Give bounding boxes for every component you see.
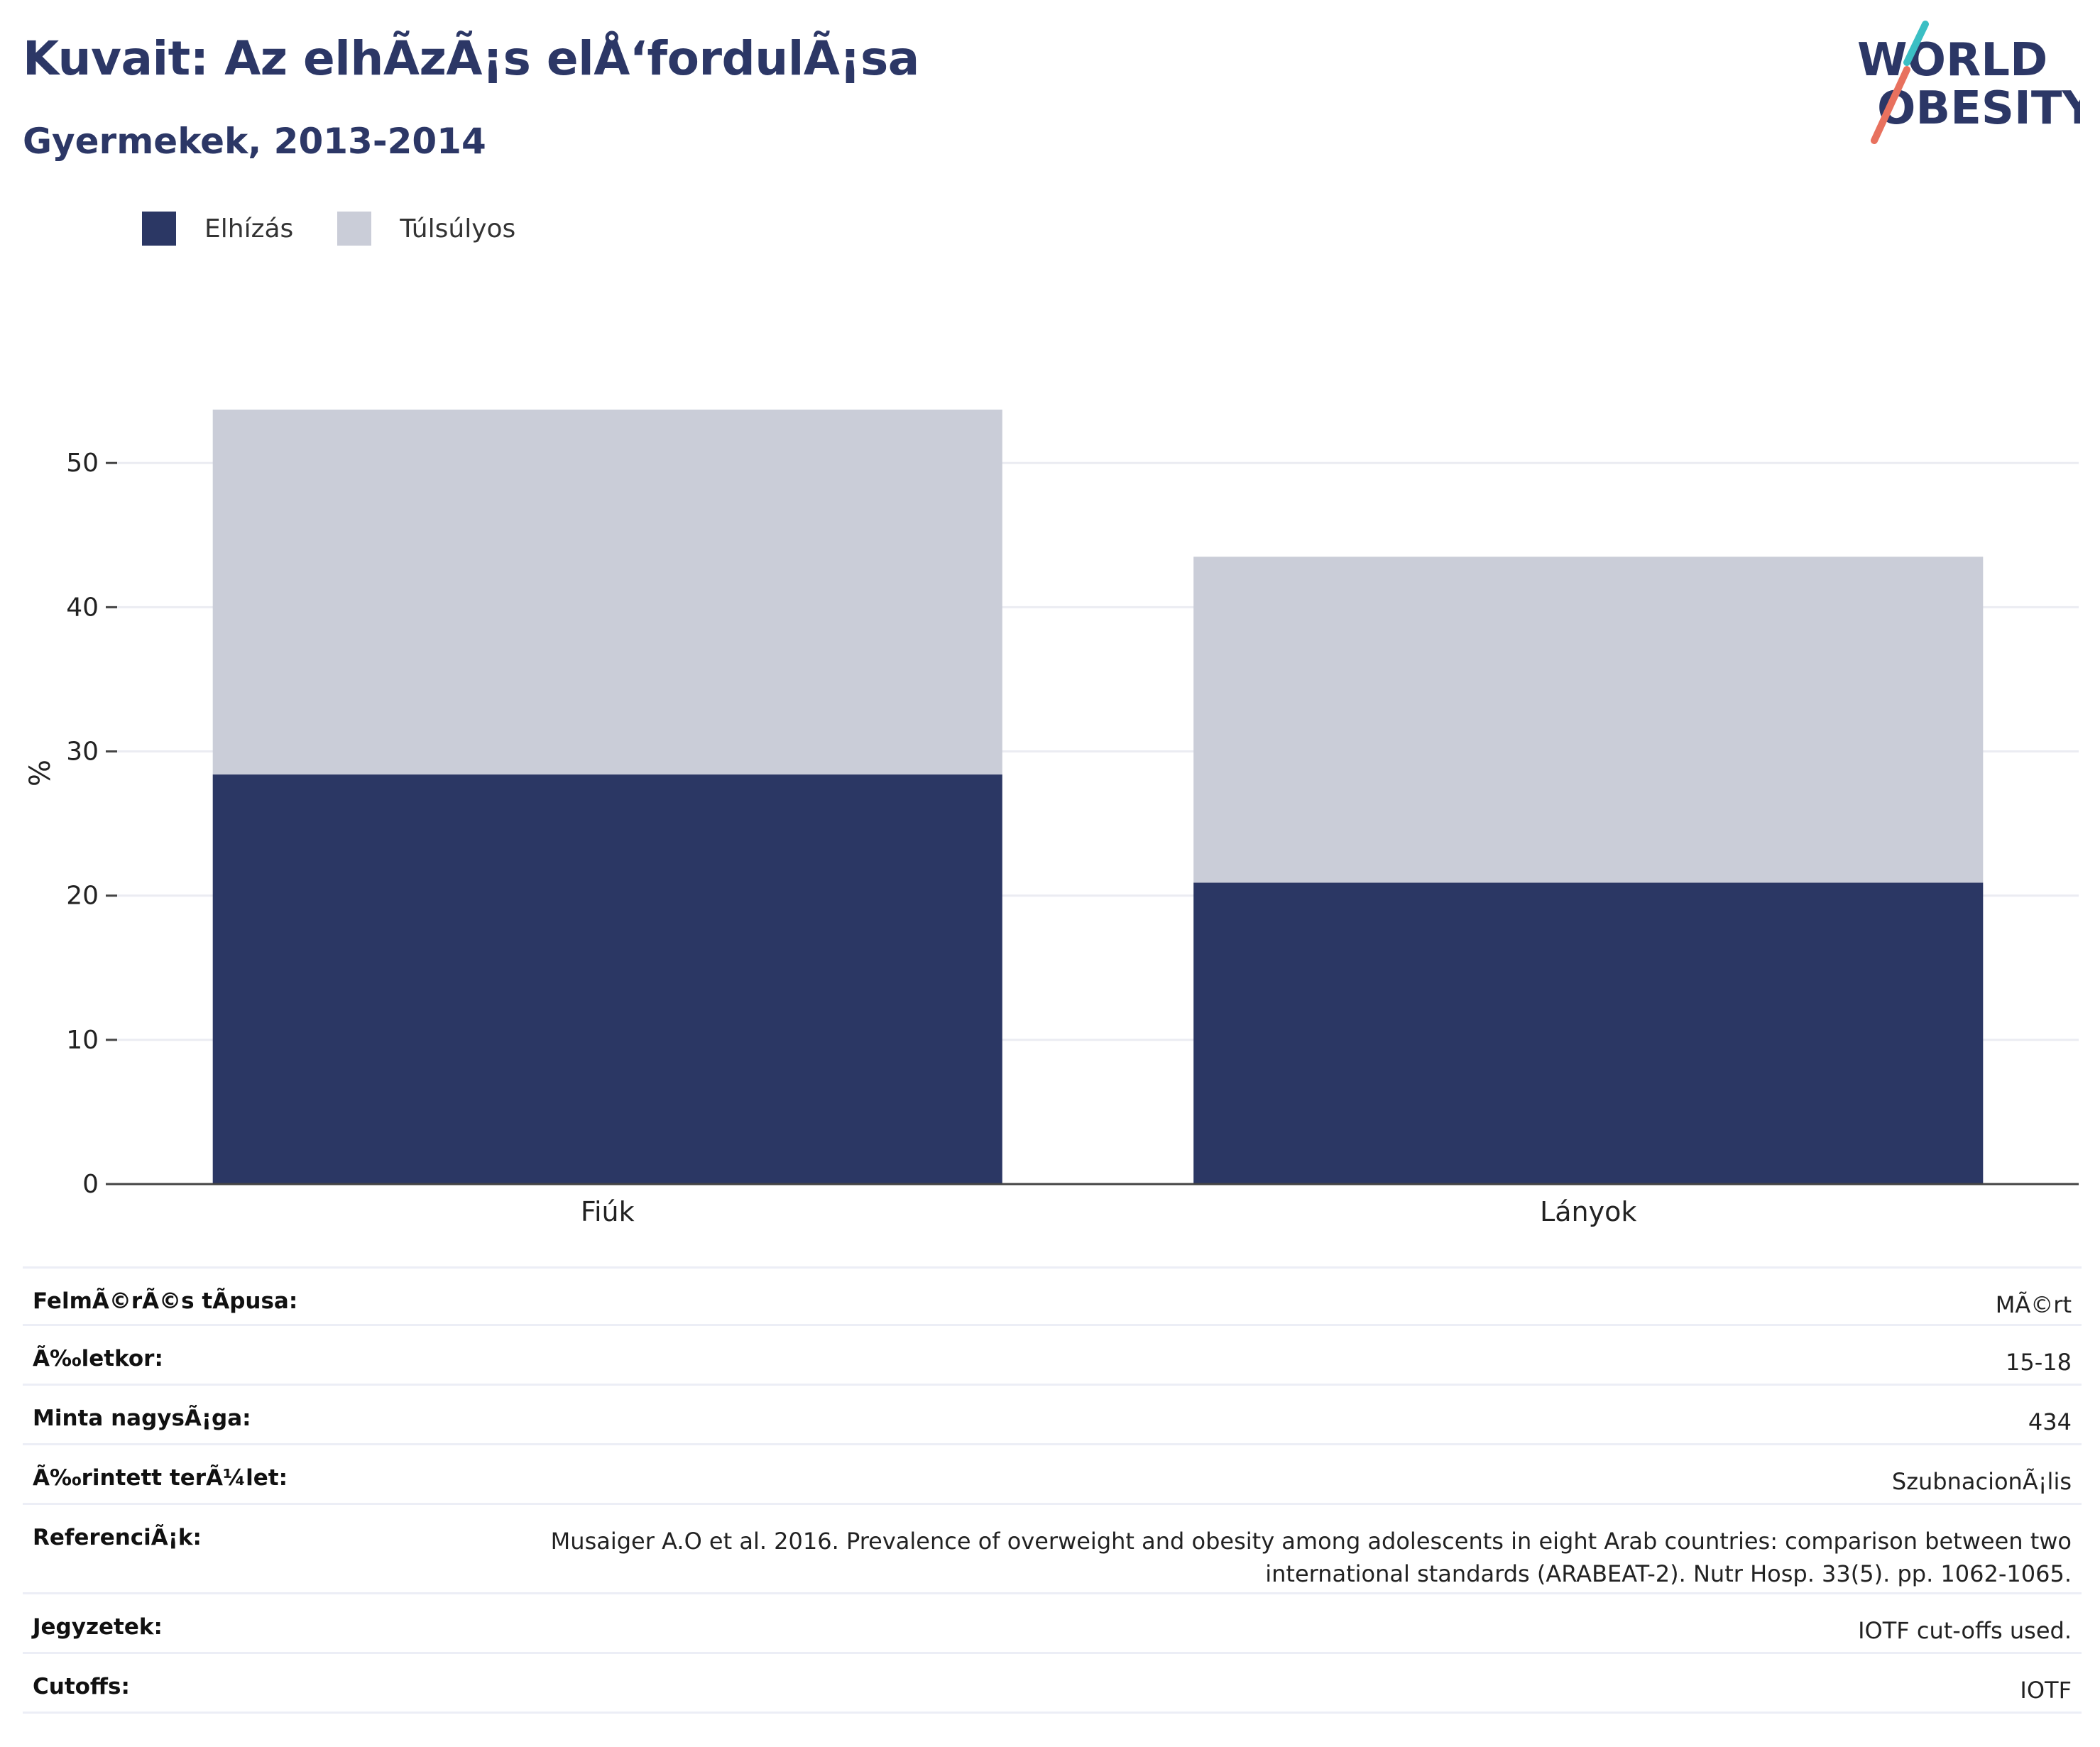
info-value: SzubnacionÃ¡lis (1891, 1468, 2072, 1495)
info-label: FelmÃ©rÃ©s tÃpusa: (33, 1288, 298, 1314)
y-tick-label: 0 (82, 1170, 99, 1199)
info-table: FelmÃ©rÃ©s tÃpusa: MÃ©rt Ã‰letkor: 15-18… (23, 1266, 2082, 1714)
info-row-survey-type: FelmÃ©rÃ©s tÃpusa: MÃ©rt (23, 1266, 2082, 1326)
info-label: Jegyzetek: (33, 1614, 163, 1640)
y-tick-label: 20 (66, 882, 99, 911)
legend-item-overweight[interactable]: Túlsúlyos (337, 212, 515, 246)
logo-slash-coral (1871, 66, 1910, 144)
info-value: MÃ©rt (1995, 1291, 2072, 1318)
info-label: Ã‰rintett terÃ¼let: (33, 1465, 288, 1491)
legend-label-overweight: Túlsúlyos (400, 214, 516, 243)
info-value: IOTF (2020, 1677, 2072, 1704)
legend-item-obesity[interactable]: Elhízás (142, 212, 293, 246)
bar-chart: 0 10 20 30 40 50% Fiúk Lányok (24, 410, 2079, 1227)
info-label: Cutoffs: (33, 1674, 130, 1699)
y-tick-label: 40 (66, 593, 99, 622)
info-row-notes: Jegyzetek: IOTF cut-offs used. (23, 1594, 2082, 1654)
info-value-reference[interactable]: Musaiger A.O et al. 2016. Prevalence of … (550, 1528, 2072, 1587)
info-value: IOTF cut-offs used. (1858, 1617, 2072, 1644)
info-row-references[interactable]: ReferenciÃ¡k: Musaiger A.O et al. 2016. … (23, 1505, 2082, 1594)
info-value: 15-18 (2006, 1349, 2072, 1376)
x-tick-label: Fiúk (581, 1196, 635, 1227)
y-tick-label: 30 (66, 738, 99, 767)
chart-title: Kuvait: Az elhÃ­zÃ¡s elÅ‘fordulÃ¡sa (23, 31, 919, 86)
bar-overweight-girls[interactable] (1193, 557, 1984, 883)
info-label: Minta nagysÃ¡ga: (33, 1406, 251, 1431)
bar-obesity-girls[interactable] (1193, 882, 1984, 1184)
info-row-age: Ã‰letkor: 15-18 (23, 1326, 2082, 1386)
x-tick-label: Lányok (1540, 1196, 1636, 1227)
bar-overweight-boys[interactable] (212, 410, 1002, 775)
legend-label-obesity: Elhízás (204, 214, 294, 243)
axis-layer: 0 10 20 30 40 50% Fiúk Lányok (24, 449, 2079, 1227)
logo-line-1: WORLD (1857, 34, 2047, 87)
legend: Elhízás Túlsúlyos (142, 210, 559, 247)
info-row-area: Ã‰rintett terÃ¼let: SzubnacionÃ¡lis (23, 1445, 2082, 1505)
world-obesity-logo: WORLD OBESITY (1857, 21, 2080, 144)
bar-obesity-boys[interactable] (212, 774, 1002, 1184)
y-tick-label: 50 (66, 449, 99, 478)
y-tick-label: 10 (66, 1026, 99, 1055)
chart-subtitle: Gyermekek, 2013-2014 (23, 121, 486, 162)
info-value: 434 (2028, 1408, 2072, 1435)
info-row-sample-size: Minta nagysÃ¡ga: 434 (23, 1386, 2082, 1445)
legend-swatch-obesity (142, 212, 176, 246)
logo-line-2: OBESITY (1877, 82, 2080, 135)
y-axis-label: % (24, 760, 57, 787)
bar-layer (212, 410, 1984, 1184)
info-label: ReferenciÃ¡k: (33, 1525, 202, 1550)
logo-slash-teal (1903, 21, 1929, 66)
info-label: Ã‰letkor: (33, 1346, 163, 1371)
legend-swatch-overweight (337, 212, 372, 246)
info-row-cutoffs: Cutoffs: IOTF (23, 1654, 2082, 1714)
